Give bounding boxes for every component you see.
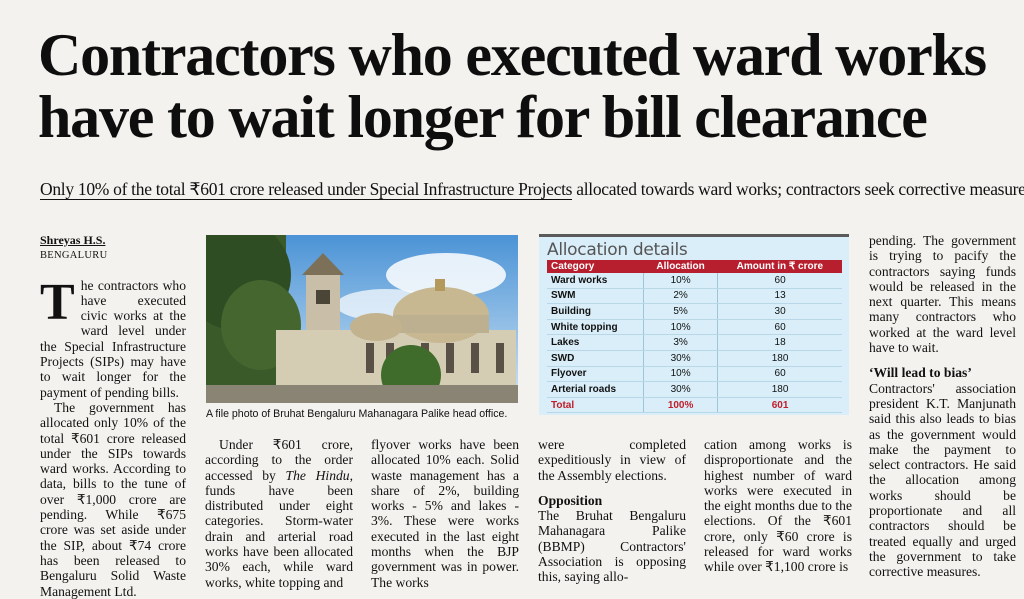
subheadline-rest: allocated towards ward works; contractor… <box>572 179 1024 199</box>
article-column-3: flyover works have been allocated 10% ea… <box>371 437 519 590</box>
paragraph: were completed expeditiously in view of … <box>538 437 686 483</box>
table-row: Building 5% 30 <box>547 303 842 320</box>
allocation-table: Category Allocation Amount in ₹ crore Wa… <box>547 260 842 414</box>
article-column-2: Under ₹601 crore, according to the order… <box>205 437 353 590</box>
article-column-6: pending. The government is trying to pac… <box>869 233 1016 580</box>
header-allocation: Allocation <box>643 260 718 273</box>
table-row: Ward works 10% 60 <box>547 273 842 289</box>
paragraph: Contractors' association president K.T. … <box>869 380 1016 580</box>
dateline: BENGALURU <box>40 250 108 262</box>
section-heading-bias: ‘Will lead to bias’ <box>869 365 972 381</box>
table-row: Flyover 10% 60 <box>547 366 842 383</box>
subheadline-underlined: Only 10% of the total ₹601 crore release… <box>40 179 573 200</box>
paragraph: Under ₹601 crore, according to the order… <box>205 437 354 590</box>
header-amount: Amount in ₹ crore <box>717 260 842 273</box>
table-row: SWM 2% 13 <box>547 288 842 305</box>
table-title: Allocation details <box>547 240 688 260</box>
table-row: Arterial roads 30% 180 <box>547 381 842 398</box>
building-illustration <box>206 235 518 403</box>
headline-line-2: have to wait longer for bill clearance <box>38 84 928 150</box>
section-heading-opposition: Opposition <box>538 492 603 508</box>
article-column-4: were completed expeditiously in view of … <box>538 437 686 585</box>
byline: Shreyas H.S. <box>40 233 106 247</box>
bbmp-building-photo <box>206 235 518 403</box>
headline-line-1: Contractors who executed ward works <box>38 22 987 88</box>
paragraph: flyover works have been allocated 10% ea… <box>371 437 519 590</box>
paragraph: The government has allocated only 10% of… <box>40 399 186 599</box>
header-category: Category <box>547 260 644 273</box>
allocation-table-box: Allocation details Category Allocation A… <box>539 234 849 415</box>
photo-caption: A file photo of Bruhat Bengaluru Mahanag… <box>206 408 508 420</box>
table-total-row: Total 100% 601 <box>547 397 842 414</box>
table-row: White topping 10% 60 <box>547 319 842 336</box>
paragraph: pending. The government is trying to pac… <box>869 233 1016 356</box>
drop-cap: T <box>40 273 75 331</box>
article-column-5: cation among works is disproportionate a… <box>704 437 852 575</box>
paragraph: cation among works is disproportionate a… <box>704 437 852 575</box>
paragraph: The Bruhat Bengaluru Mahanagara Palike (… <box>538 508 686 585</box>
subheadline: Only 10% of the total ₹601 crore release… <box>40 178 1024 200</box>
table-header-row: Category Allocation Amount in ₹ crore <box>547 260 842 273</box>
table-row: SWD 30% 180 <box>547 350 842 367</box>
table-row: Lakes 3% 18 <box>547 334 842 351</box>
headline: Contractors who executed ward works have… <box>38 24 1023 148</box>
